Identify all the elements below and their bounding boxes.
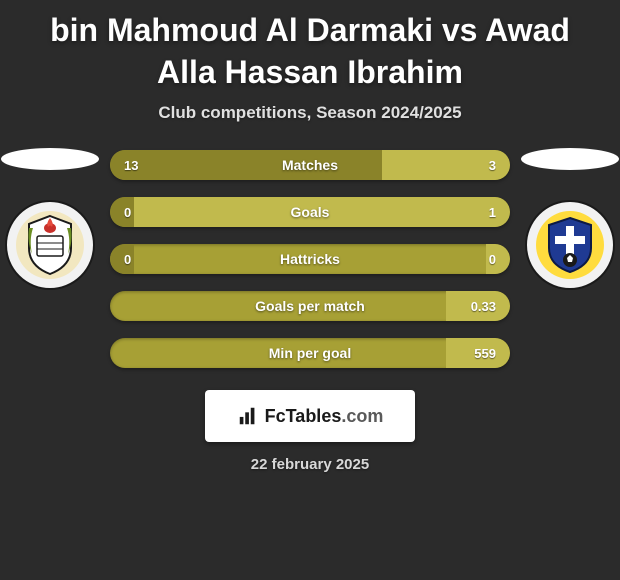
comparison-infographic: bin Mahmoud Al Darmaki vs Awad Alla Hass… [0,0,620,580]
comparison-body: 133Matches 01Goals 00Hattricks 0.33Goals pe… [0,148,620,368]
shield-cross-icon [535,210,605,280]
left-club-badge [5,200,95,290]
footer-date: 22 february 2025 [0,456,620,473]
right-club-badge [525,200,615,290]
shield-flame-icon [15,210,85,280]
stat-label: Goals [110,204,510,220]
stat-bars: 133Matches 01Goals 00Hattricks 0.33Goals pe… [110,148,510,368]
stat-label: Min per goal [110,345,510,361]
stat-label: Goals per match [110,298,510,314]
page-subtitle: Club competitions, Season 2024/2025 [0,103,620,123]
stat-bar: 133Matches [110,150,510,180]
logo-label: FcTables [265,406,342,426]
logo-text: FcTables.com [265,406,384,427]
page-title: bin Mahmoud Al Darmaki vs Awad Alla Hass… [0,0,620,93]
right-player-name-pill [521,148,619,170]
stat-bar: 0.33Goals per match [110,291,510,321]
left-player-name-pill [1,148,99,170]
logo-domain: .com [341,406,383,426]
right-player-column [520,148,620,290]
bar-chart-icon [237,405,259,427]
stat-bar: 00Hattricks [110,244,510,274]
stat-label: Hattricks [110,251,510,267]
stat-label: Matches [110,157,510,173]
left-player-column [0,148,100,290]
stat-bar: 559Min per goal [110,338,510,368]
fctables-logo-box: FcTables.com [205,390,415,442]
stat-bar: 01Goals [110,197,510,227]
